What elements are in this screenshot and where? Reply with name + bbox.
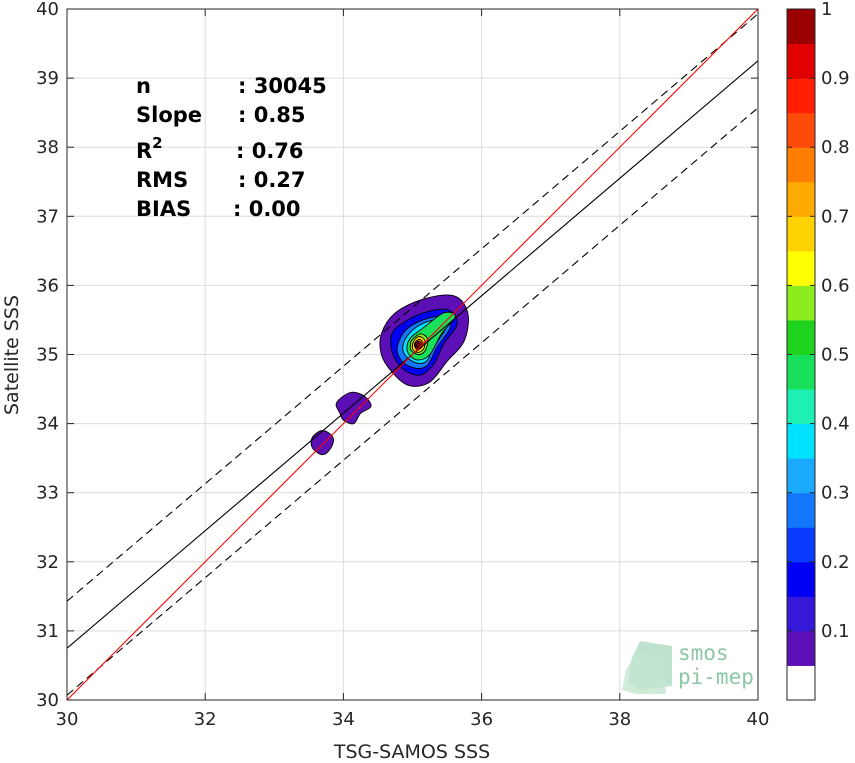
upper-bound-line [67,13,758,602]
stat-r2-label: R2 [136,134,163,163]
logo-mark-front [622,652,666,694]
y-ticks: 30 31 32 33 34 35 36 37 38 39 40 [36,0,758,711]
y-tick-label: 37 [36,206,59,227]
x-tick-label: 40 [747,709,770,730]
colorbar-tick-label: 0.7 [821,206,850,227]
colorbar-segment [787,630,815,666]
stat-rms-value: : 0.27 [238,168,306,192]
colorbar-tick-label: 0.9 [821,68,850,89]
colorbar-segment [787,596,815,632]
y-tick-label: 32 [36,552,59,573]
stat-slope-value: : 0.85 [238,103,306,127]
colorbar-segment [787,319,815,355]
lower-bound-line [67,107,758,696]
colorbar-segment [787,181,815,217]
smos-pimep-logo: smos pi-mep [622,641,754,694]
stat-bias-value: : 0.00 [233,197,301,221]
y-tick-label: 30 [36,690,59,711]
colorbar-segment [787,112,815,148]
colorbar-tick-label: 0.1 [821,621,850,642]
colorbar-tick-label: 0.5 [821,345,850,366]
colorbar-tick-label: 0.6 [821,275,850,296]
y-tick-label: 33 [36,483,59,504]
colorbar-segment [787,216,815,252]
colorbar-ticks: 0.1 0.2 0.3 0.4 0.5 0.6 0.7 0.8 0.9 1 [787,0,850,642]
density-contour [415,342,421,348]
colorbar-segment [787,354,815,390]
colorbar-segment [787,250,815,286]
colorbar-segment [787,43,815,79]
reference-lines [67,9,758,700]
colorbar-segment [787,423,815,459]
stat-r2-base: R [136,139,152,163]
colorbar-segment [787,527,815,563]
y-tick-label: 39 [36,68,59,89]
stat-n-value: : 30045 [238,74,327,98]
y-tick-label: 38 [36,137,59,158]
y-tick-label: 31 [36,621,59,642]
colorbar-tick-label: 0.8 [821,137,850,158]
colorbar-segment [787,561,815,597]
colorbar-segment [787,458,815,494]
y-tick-label: 35 [36,345,59,366]
y-axis-label: Satellite SSS [1,295,23,415]
logo-text-smos: smos [678,641,729,665]
stat-r2-sup: 2 [152,134,162,152]
colorbar-tick-label: 0.3 [821,483,850,504]
x-tick-label: 36 [470,709,493,730]
stat-r2-value: : 0.76 [236,139,304,163]
colorbar-tick-label: 0.4 [821,414,850,435]
colorbar-tick-label: 1 [821,0,832,20]
stat-bias-label: BIAS [136,197,191,221]
colorbar-segment [787,389,815,425]
x-tick-label: 32 [194,709,217,730]
logo-text-pimep: pi-mep [678,665,754,689]
x-tick-label: 30 [56,709,79,730]
stat-rms-label: RMS [136,168,188,192]
colorbar-segment [787,78,815,114]
colorbar-tick-label: 0.2 [821,552,850,573]
colorbar-frame [786,8,816,701]
y-tick-label: 36 [36,275,59,296]
colorbar-segment [787,492,815,528]
y-tick-label: 34 [36,414,59,435]
x-tick-label: 34 [332,709,355,730]
colorbar-segment [787,9,815,45]
colorbar [787,9,815,701]
colorbar-segment [787,665,815,701]
x-axis-label: TSG-SAMOS SSS [333,741,490,763]
stat-n-label: n [136,74,151,98]
colorbar-segment [787,147,815,183]
identity-line [67,9,758,700]
colorbar-segment [787,285,815,321]
stat-slope-label: Slope [136,103,202,127]
x-tick-label: 38 [608,709,631,730]
stats-annotation: n : 30045 Slope : 0.85 R2 : 0.76 RMS : 0… [136,74,327,221]
y-tick-label: 40 [36,0,59,20]
x-ticks: 30 32 34 36 38 40 [56,9,770,730]
grid [66,8,759,701]
